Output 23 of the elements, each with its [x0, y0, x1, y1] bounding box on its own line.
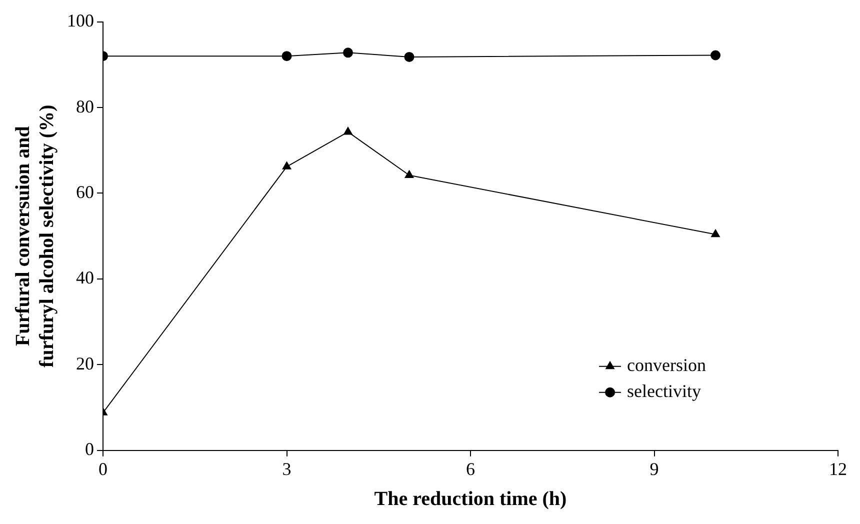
legend-label: selectivity: [627, 381, 702, 402]
x-tick-label: 12: [829, 458, 847, 479]
x-axis-title: The reduction time (h): [374, 488, 567, 510]
point: [343, 48, 353, 58]
y-tick-label: 60: [76, 182, 94, 202]
y-tick-label: 0: [85, 439, 94, 460]
point: [404, 52, 414, 62]
point: [282, 162, 292, 170]
y-tick-label: 80: [76, 96, 94, 116]
x-tick-label: 9: [650, 458, 659, 479]
y-tick-label: 40: [76, 268, 94, 288]
x-tick-label: 3: [282, 458, 292, 479]
y-axis-title: Furfural conversuion and furfuryl alcohol selectivity (%): [12, 104, 58, 368]
point: [404, 170, 414, 178]
x-tick-label: 0: [98, 458, 108, 479]
point: [710, 50, 720, 60]
point: [344, 126, 352, 135]
point: [711, 229, 720, 238]
x-tick-label: 6: [466, 458, 475, 479]
y-tick-label: 20: [76, 353, 94, 374]
y-tick-label: 100: [67, 10, 94, 31]
point: [282, 51, 292, 62]
legend-label: conversion: [627, 355, 706, 376]
